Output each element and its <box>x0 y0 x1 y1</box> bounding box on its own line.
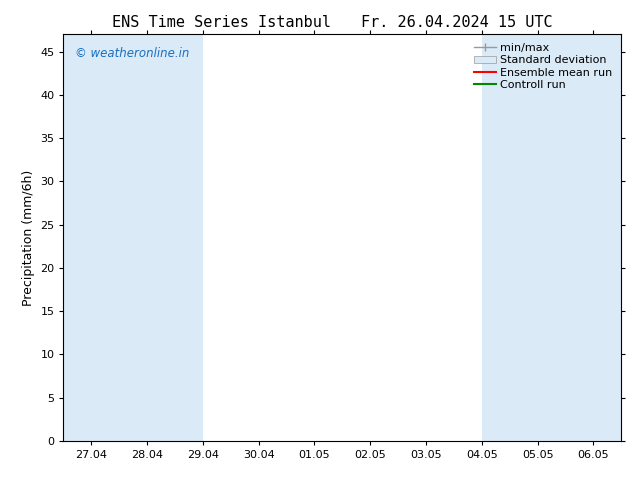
Legend: min/max, Standard deviation, Ensemble mean run, Controll run: min/max, Standard deviation, Ensemble me… <box>470 40 616 93</box>
Bar <box>63 34 147 441</box>
Text: ENS Time Series Istanbul: ENS Time Series Istanbul <box>112 15 332 30</box>
Bar <box>147 34 203 441</box>
Bar <box>482 34 538 441</box>
Bar <box>593 34 621 441</box>
Text: Fr. 26.04.2024 15 UTC: Fr. 26.04.2024 15 UTC <box>361 15 552 30</box>
Y-axis label: Precipitation (mm/6h): Precipitation (mm/6h) <box>22 170 35 306</box>
Text: © weatheronline.in: © weatheronline.in <box>75 47 189 59</box>
Bar <box>538 34 593 441</box>
